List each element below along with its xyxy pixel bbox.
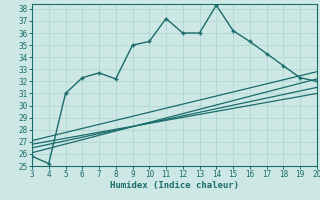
X-axis label: Humidex (Indice chaleur): Humidex (Indice chaleur) [110, 181, 239, 190]
